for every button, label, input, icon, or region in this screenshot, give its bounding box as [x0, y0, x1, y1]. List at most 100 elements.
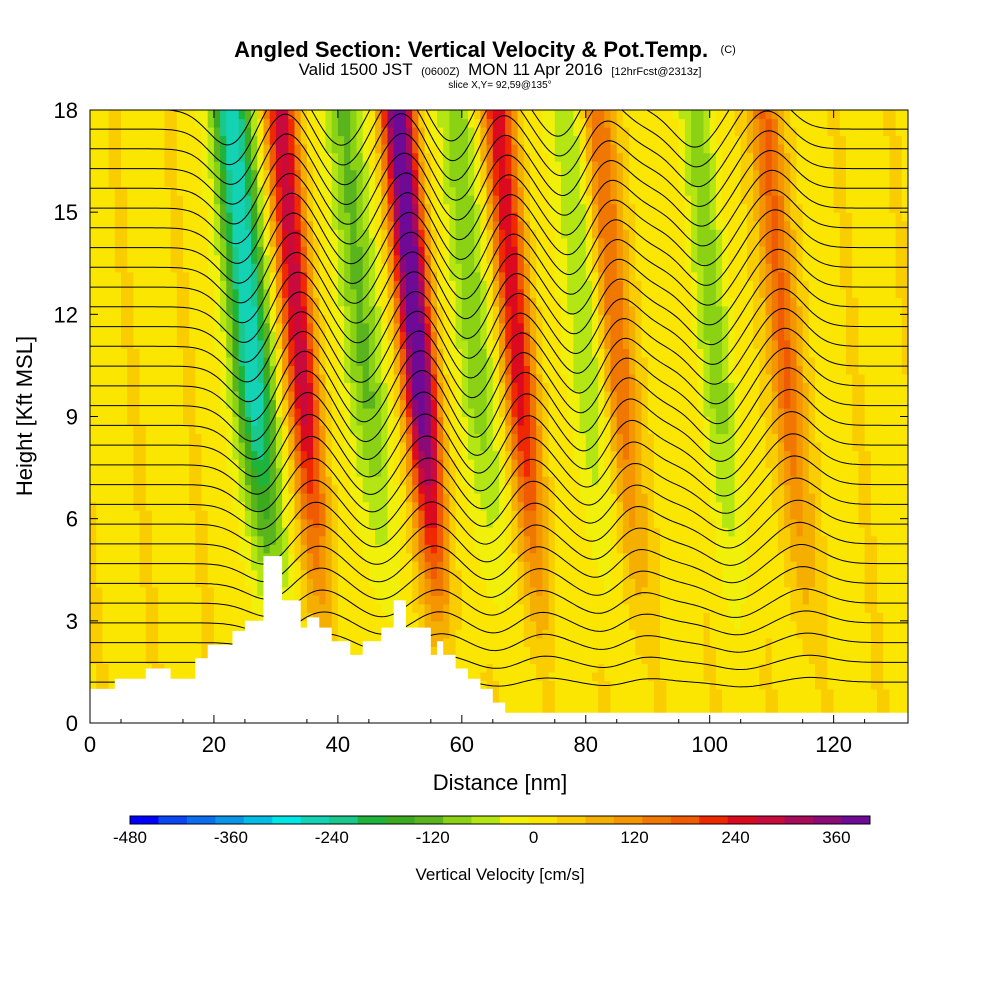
velocity-cell	[492, 220, 500, 230]
velocity-cell	[220, 586, 227, 596]
velocity-cell	[232, 620, 240, 630]
velocity-cell	[313, 144, 320, 154]
velocity-cell	[350, 161, 358, 171]
velocity-cell	[220, 195, 227, 205]
velocity-cell	[114, 263, 122, 273]
velocity-cell	[269, 135, 277, 145]
velocity-cell	[418, 331, 426, 341]
velocity-cell	[90, 356, 97, 366]
velocity-cell	[344, 586, 351, 596]
velocity-cell	[443, 476, 450, 486]
velocity-cell	[108, 152, 116, 162]
velocity-cell	[344, 280, 351, 290]
velocity-cell	[325, 382, 333, 392]
velocity-cell	[468, 527, 475, 537]
velocity-cell	[238, 365, 246, 375]
velocity-cell	[213, 578, 221, 588]
velocity-cell	[195, 110, 203, 120]
velocity-cell	[406, 203, 413, 213]
velocity-cell	[381, 280, 389, 290]
velocity-cell	[90, 476, 97, 486]
velocity-cell	[257, 195, 265, 205]
velocity-cell	[108, 263, 116, 273]
velocity-cell	[220, 501, 227, 511]
velocity-cell	[152, 467, 159, 477]
velocity-cell	[375, 510, 382, 520]
velocity-cell	[455, 127, 463, 137]
velocity-cell	[505, 459, 512, 469]
velocity-cell	[480, 433, 488, 443]
velocity-cell	[207, 544, 215, 554]
velocity-cell	[207, 271, 215, 281]
velocity-cell	[387, 433, 395, 443]
velocity-cell	[443, 373, 450, 383]
valid-time: Valid 1500 JST	[299, 60, 413, 79]
velocity-cell	[288, 561, 296, 571]
velocity-cell	[406, 391, 413, 401]
velocity-cell	[313, 586, 320, 596]
velocity-cell	[399, 382, 407, 392]
velocity-cell	[331, 254, 339, 264]
velocity-cell	[337, 467, 345, 477]
velocity-cell	[96, 569, 103, 579]
velocity-cell	[121, 442, 128, 452]
velocity-cell	[511, 186, 519, 196]
velocity-cell	[430, 391, 438, 401]
velocity-cell	[232, 237, 240, 247]
velocity-cell	[399, 195, 407, 205]
velocity-cell	[331, 408, 339, 418]
velocity-cell	[226, 135, 234, 145]
velocity-cell	[282, 339, 289, 349]
velocity-cell	[96, 544, 103, 554]
velocity-cell	[96, 476, 103, 486]
velocity-cell	[406, 195, 413, 205]
velocity-cell	[375, 288, 382, 298]
velocity-cell	[356, 620, 364, 630]
velocity-cell	[430, 518, 438, 528]
velocity-cell	[164, 339, 172, 349]
velocity-cell	[430, 527, 438, 537]
velocity-cell	[387, 493, 395, 503]
velocity-cell	[455, 527, 463, 537]
velocity-cell	[244, 510, 252, 520]
velocity-cell	[288, 493, 296, 503]
velocity-cell	[480, 416, 488, 426]
velocity-cell	[480, 586, 488, 596]
velocity-cell	[158, 578, 165, 588]
velocity-cell	[418, 365, 426, 375]
velocity-cell	[337, 561, 345, 571]
velocity-cell	[152, 220, 159, 230]
velocity-cell	[127, 476, 134, 486]
velocity-cell	[238, 518, 246, 528]
velocity-cell	[207, 314, 215, 324]
velocity-cell	[139, 416, 147, 426]
velocity-cell	[356, 646, 364, 656]
velocity-cell	[486, 399, 494, 409]
velocity-cell	[424, 459, 432, 469]
velocity-cell	[511, 271, 519, 281]
velocity-cell	[344, 254, 351, 264]
velocity-cell	[282, 178, 289, 188]
velocity-cell	[375, 254, 382, 264]
velocity-cell	[486, 135, 494, 145]
velocity-cell	[207, 467, 215, 477]
velocity-cell	[350, 399, 358, 409]
velocity-cell	[325, 518, 333, 528]
velocity-cell	[207, 459, 215, 469]
velocity-cell	[474, 620, 481, 630]
velocity-cell	[257, 382, 265, 392]
velocity-cell	[170, 671, 178, 681]
velocity-cell	[263, 493, 271, 503]
velocity-cell	[244, 425, 252, 435]
velocity-cell	[344, 552, 351, 562]
velocity-cell	[152, 408, 159, 418]
velocity-cell	[220, 229, 227, 239]
velocity-cell	[269, 544, 277, 554]
velocity-cell	[492, 425, 500, 435]
velocity-cell	[152, 305, 159, 315]
velocity-cell	[492, 229, 500, 239]
velocity-cell	[102, 339, 110, 349]
velocity-cell	[90, 620, 97, 630]
velocity-cell	[406, 450, 413, 460]
velocity-cell	[474, 152, 481, 162]
